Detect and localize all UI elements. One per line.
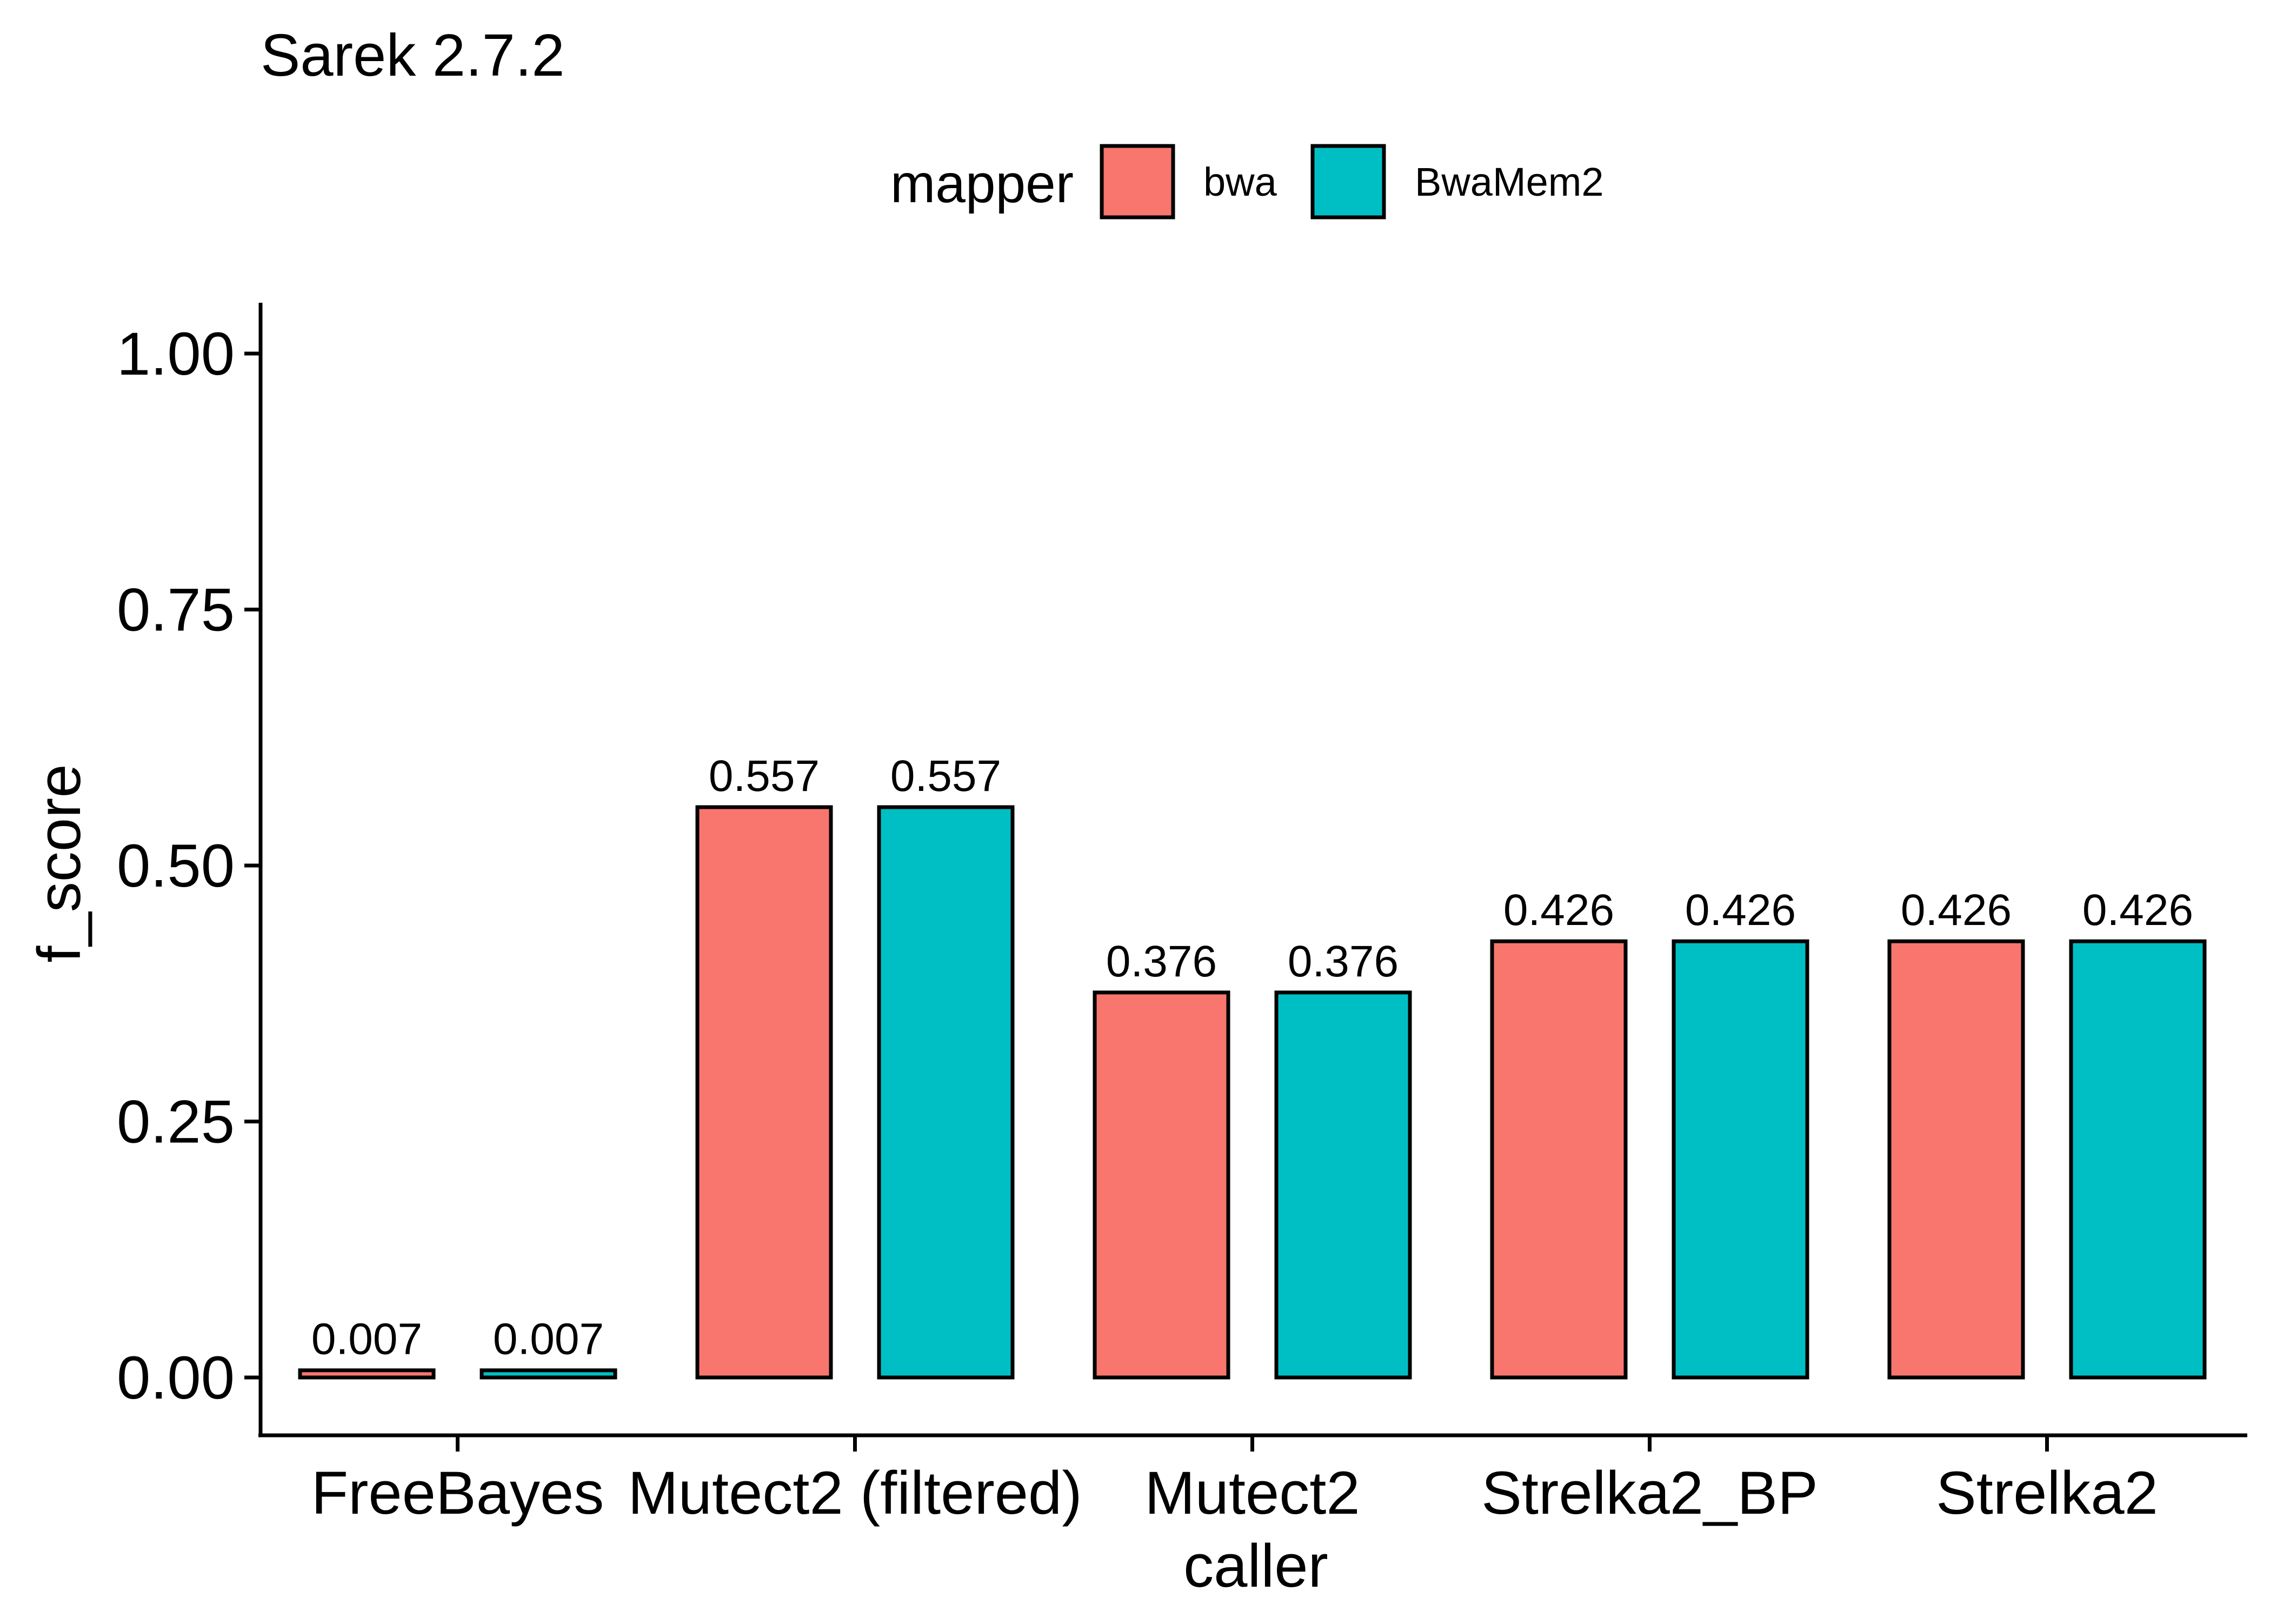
legend: mapper bwa BwaMem2 xyxy=(890,144,1604,219)
data-label: 0.426 xyxy=(2082,886,2193,935)
bar-BwaMem2-2 xyxy=(1274,990,1412,1380)
x-tick-label: Mutect2 (filtered) xyxy=(628,1459,1082,1527)
bar-BwaMem2-3 xyxy=(1672,939,1809,1380)
data-label: 0.376 xyxy=(1106,937,1217,986)
x-tick-label: Strelka2 xyxy=(1936,1459,2158,1527)
data-label: 0.557 xyxy=(709,751,820,801)
x-tick-label: Mutect2 xyxy=(1144,1459,1360,1527)
bar-bwa-3 xyxy=(1490,939,1628,1380)
bar-bwa-1 xyxy=(695,805,833,1380)
data-label: 0.426 xyxy=(1685,886,1796,935)
y-axis-title: f_score xyxy=(25,764,93,962)
chart-title: Sarek 2.7.2 xyxy=(261,22,565,89)
bar-bwa-4 xyxy=(1887,939,2025,1380)
y-tick-label: 1.00 xyxy=(117,320,235,388)
plot-area: 0.00 0.25 0.50 0.75 1.00 FreeBayes 0.007 0.007 M… xyxy=(117,303,2247,1527)
data-label: 0.426 xyxy=(1503,886,1614,935)
y-tick-label: 0.00 xyxy=(117,1344,235,1412)
x-axis-title: caller xyxy=(1183,1532,1328,1600)
legend-title: mapper xyxy=(890,154,1074,214)
bar-BwaMem2-4 xyxy=(2069,939,2207,1380)
y-tick-label: 0.25 xyxy=(117,1088,235,1156)
x-tick-label: Strelka2_BP xyxy=(1481,1459,1818,1527)
legend-key-bwa xyxy=(1100,144,1175,219)
legend-key-BwaMem2 xyxy=(1310,144,1386,219)
legend-label-bwa: bwa xyxy=(1203,159,1277,204)
x-tick-label: FreeBayes xyxy=(311,1459,604,1527)
bar-BwaMem2-1 xyxy=(877,805,1015,1380)
y-tick-label: 0.50 xyxy=(117,832,235,900)
bar-bwa-0 xyxy=(298,1368,436,1380)
data-label: 0.376 xyxy=(1288,937,1399,986)
data-label: 0.426 xyxy=(1901,886,2012,935)
bar-BwaMem2-0 xyxy=(480,1368,617,1380)
data-label: 0.007 xyxy=(493,1315,604,1364)
legend-label-BwaMem2: BwaMem2 xyxy=(1415,159,1604,204)
data-label: 0.007 xyxy=(311,1315,422,1364)
y-tick-label: 0.75 xyxy=(117,576,235,644)
bar-bwa-2 xyxy=(1093,990,1230,1380)
data-label: 0.557 xyxy=(890,751,1001,801)
